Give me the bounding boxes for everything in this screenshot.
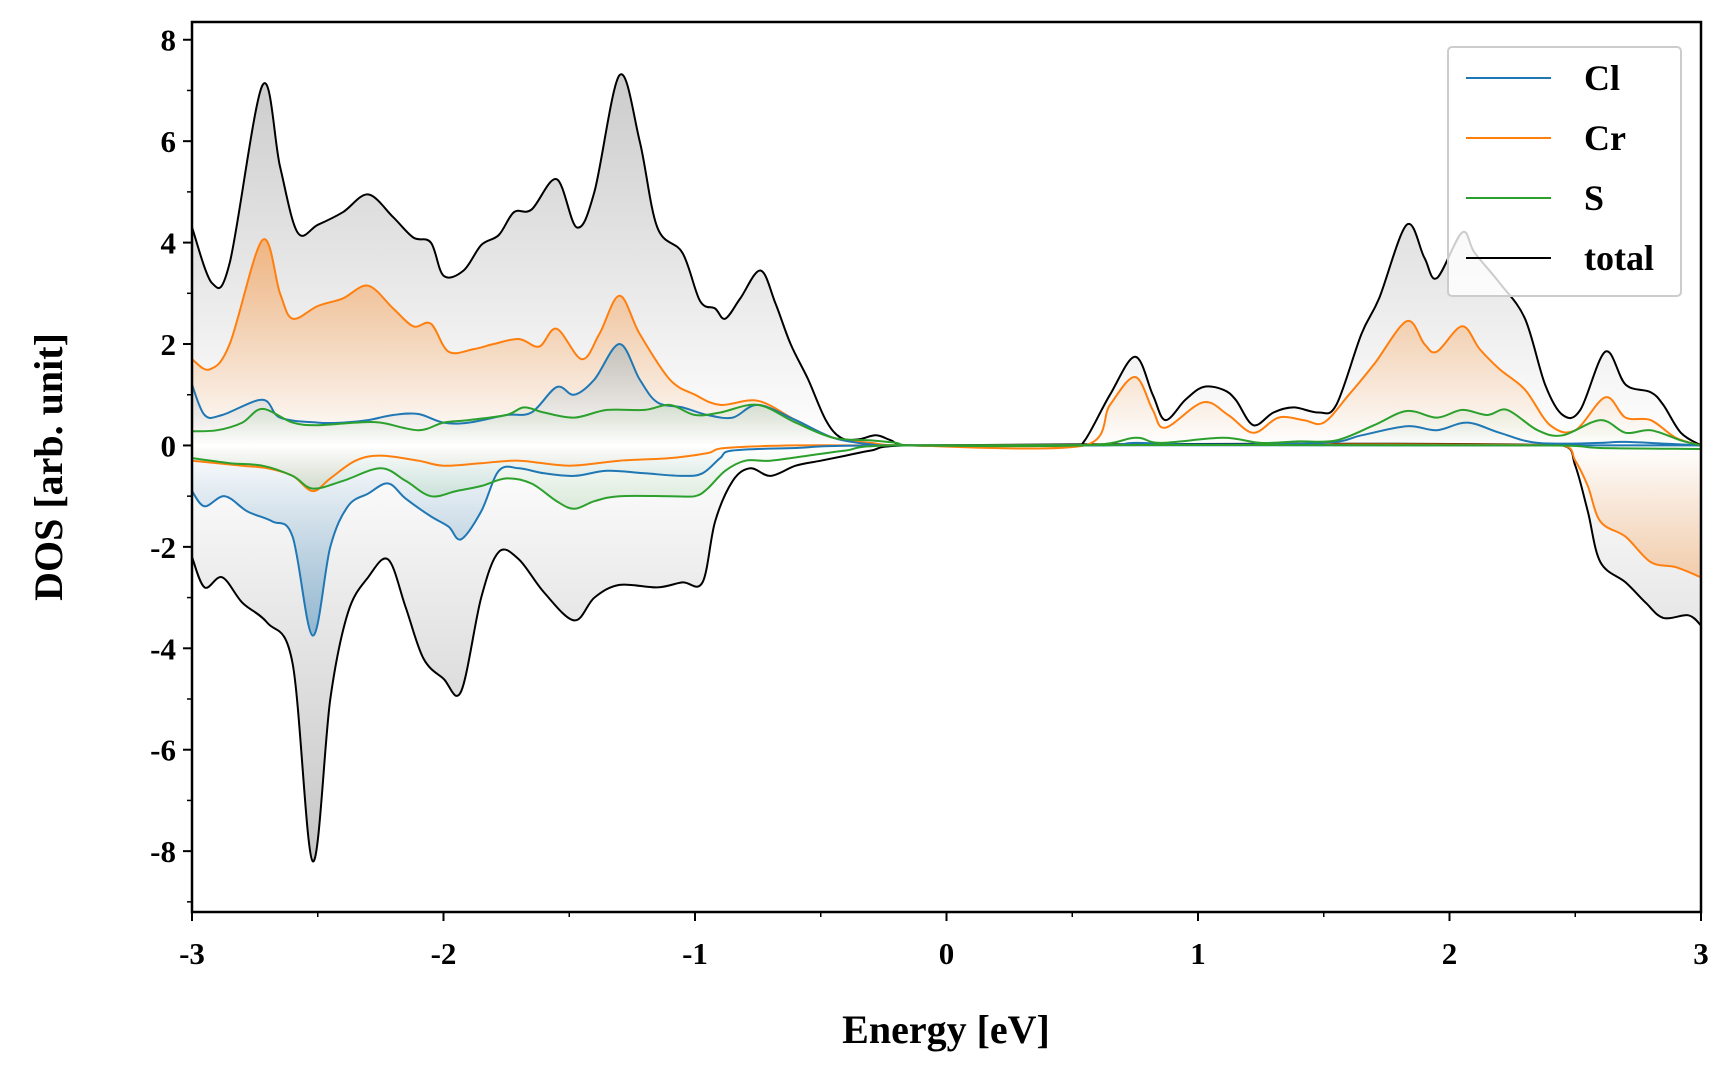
legend-label-cr: Cr	[1584, 118, 1626, 158]
legend-label-s: S	[1584, 178, 1604, 218]
legend-label-cl: Cl	[1584, 58, 1620, 98]
cl-down-line	[191, 444, 1701, 637]
y-tick-label: 6	[161, 124, 177, 159]
cl-up-line	[191, 342, 1702, 447]
y-tick-label: -4	[150, 631, 176, 666]
s-down-line	[191, 443, 1702, 510]
x-tick-label: -1	[682, 936, 708, 971]
x-axis-label: Energy [eV]	[842, 1007, 1050, 1052]
x-tick-label: -3	[179, 936, 205, 971]
area-fills	[192, 74, 1701, 862]
y-tick-label: 2	[161, 327, 177, 362]
total-down-fill	[192, 443, 1701, 862]
legend-label-total: total	[1584, 238, 1654, 278]
x-axis: -3 -2 -1 0 1 2 3	[179, 912, 1709, 971]
y-tick-label: 0	[161, 428, 177, 463]
cr-up-line	[191, 238, 1702, 450]
x-tick-label: -2	[431, 936, 457, 971]
y-tick-label: -2	[150, 530, 176, 565]
legend-frame	[1447, 46, 1682, 297]
y-tick-label: 8	[161, 23, 177, 58]
series-lines	[191, 73, 1702, 863]
y-tick-label: -8	[150, 834, 176, 869]
x-tick-label: 2	[1442, 936, 1458, 971]
cr-down-line	[191, 443, 1702, 579]
x-tick-label: 3	[1693, 936, 1709, 971]
y-tick-label: 4	[161, 226, 177, 261]
x-tick-label: 0	[939, 936, 955, 971]
y-axis-label: DOS [arb. unit]	[26, 333, 71, 601]
x-tick-label: 1	[1190, 936, 1206, 971]
y-axis: -8 -6 -4 -2 0 2 4 6 8	[150, 23, 192, 903]
s-up-line	[191, 403, 1702, 448]
y-tick-label: -6	[150, 733, 176, 768]
s-down-fill	[192, 444, 1701, 509]
s-up-fill	[192, 404, 1701, 447]
